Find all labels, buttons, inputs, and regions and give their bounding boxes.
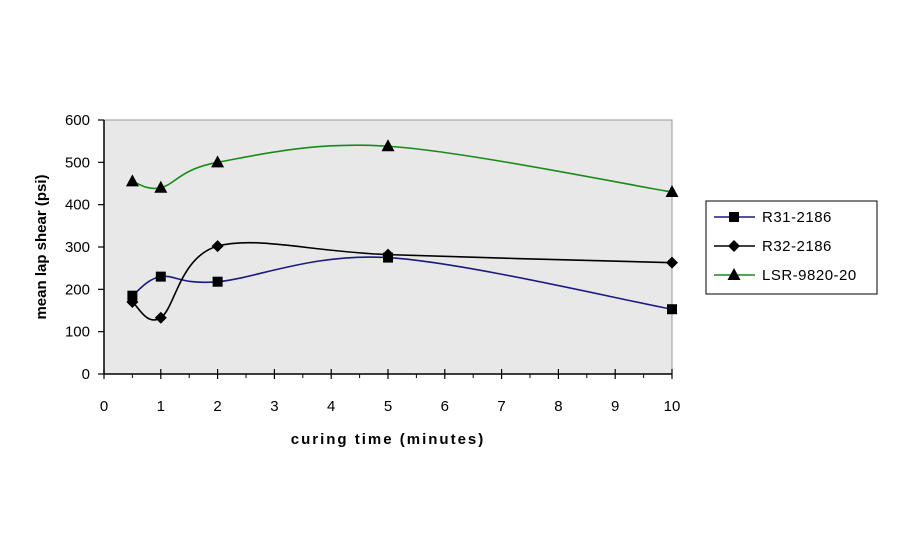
diamond-marker-icon: [728, 240, 740, 252]
triangle-marker-icon: [154, 180, 168, 193]
square-marker-icon: [667, 304, 677, 315]
series-layer: [125, 139, 679, 324]
x-tick-label: 9: [611, 398, 619, 415]
y-tick-label: 400: [65, 197, 90, 214]
y-axis: 0 100 200 300 400 500 600: [65, 112, 105, 383]
diamond-marker-icon: [382, 248, 394, 261]
series-r32-2186: [126, 240, 678, 324]
legend-label: R32-2186: [762, 238, 832, 255]
y-tick-label: 600: [65, 112, 90, 129]
square-marker-icon: [212, 276, 223, 287]
x-tick-label: 4: [327, 398, 335, 415]
diamond-marker-icon: [126, 296, 139, 309]
x-tick-label: 7: [497, 398, 505, 415]
triangle-marker-icon: [211, 155, 225, 168]
x-tick-label: 2: [213, 398, 221, 415]
x-tick-label: 1: [157, 398, 165, 415]
square-marker-icon: [155, 271, 166, 282]
series-lsr-9820-20: [125, 139, 679, 197]
x-axis: 0 1 2 3 4 5 6 7 8 9 10: [100, 369, 681, 415]
x-axis-title: curing time (minutes): [291, 431, 486, 448]
legend-label: LSR-9820-20: [762, 267, 857, 284]
y-tick-label: 200: [65, 281, 90, 298]
plot-area: [103, 119, 673, 375]
y-tick-label: 300: [65, 239, 90, 256]
x-tick-label: 5: [384, 398, 392, 415]
triangle-marker-icon: [665, 184, 679, 197]
x-tick-label: 10: [664, 398, 681, 415]
legend-item: LSR-9820-20: [714, 267, 857, 284]
diamond-marker-icon: [154, 311, 167, 324]
triangle-marker-icon: [727, 268, 741, 280]
y-tick-label: 100: [65, 324, 90, 341]
y-axis-title: mean lap shear (psi): [33, 174, 50, 319]
square-marker-icon: [729, 212, 739, 222]
legend: R31-2186 R32-2186 LSR-9820-20: [705, 200, 878, 295]
diamond-marker-icon: [211, 240, 224, 253]
square-marker-icon: [127, 290, 138, 301]
legend-label: R31-2186: [762, 209, 832, 226]
y-tick-label: 500: [65, 154, 90, 171]
triangle-marker-icon: [125, 174, 139, 187]
y-tick-label: 0: [82, 366, 90, 383]
x-tick-label: 6: [441, 398, 449, 415]
x-tick-label: 8: [554, 398, 562, 415]
x-tick-label: 3: [270, 398, 278, 415]
legend-item: R32-2186: [714, 238, 832, 255]
x-tick-label: 0: [100, 398, 108, 415]
legend-item: R31-2186: [714, 209, 832, 226]
triangle-marker-icon: [381, 139, 395, 152]
diamond-marker-icon: [666, 256, 678, 269]
